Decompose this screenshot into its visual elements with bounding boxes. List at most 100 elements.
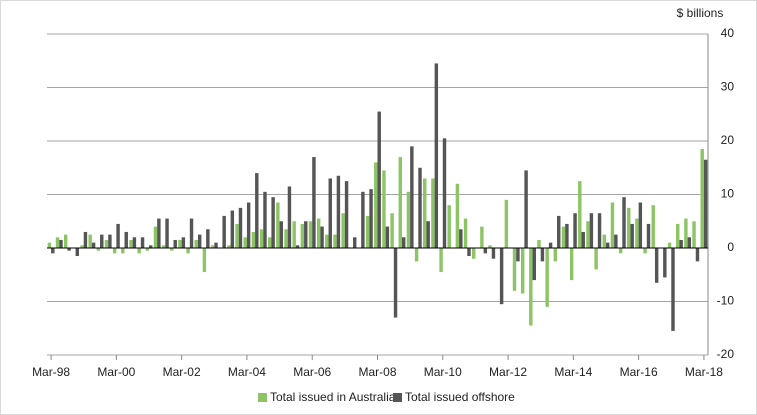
bar [320,226,324,248]
bar [67,248,71,251]
bar [96,248,101,251]
bar [132,237,137,248]
bar [116,223,120,248]
bar [287,186,292,248]
bar [112,248,117,254]
bar [651,205,655,248]
bar [178,239,182,248]
bar [276,202,280,248]
x-tick-label: Mar-10 [424,365,462,379]
bar [377,111,381,248]
bar [663,248,667,278]
x-tick-label: Mar-06 [293,365,331,379]
y-tick-label: 40 [721,26,735,40]
bar [491,248,496,259]
bar [279,221,284,248]
y-tick-label: -20 [717,347,735,361]
bar [263,191,267,248]
bar [206,229,210,248]
bar [202,248,207,273]
bar [365,215,370,248]
bar [121,248,125,254]
bar [610,202,615,248]
bar [80,245,84,248]
bar [471,248,476,259]
bar [654,248,659,283]
bar [589,213,594,248]
bar [75,248,79,257]
bar [581,231,585,248]
bar [679,239,683,248]
bar [235,223,239,248]
bar [59,239,63,248]
bar [328,178,332,248]
bar [537,239,541,248]
bar [149,245,153,248]
bar [304,221,308,248]
legend-swatch [258,393,267,402]
bar [63,234,68,248]
bar [336,175,341,248]
x-tick-label: Mar-98 [32,365,70,379]
bar [406,191,411,248]
bar [431,178,435,248]
y-tick-label: 20 [721,133,735,147]
bar [671,248,675,331]
bar [165,218,169,248]
bar [569,248,574,281]
bar [529,248,533,326]
bar [646,223,651,248]
bar [325,234,329,248]
bar [516,248,520,262]
bar [170,248,174,251]
bar [51,248,55,254]
bar [145,248,150,251]
bar [586,221,590,248]
bar [353,237,357,248]
x-tick-label: Mar-16 [620,365,658,379]
bar [622,197,626,248]
x-tick-label: Mar-02 [163,365,201,379]
bar [401,237,406,248]
bar [667,242,672,248]
legend-swatch [393,393,402,402]
bar [88,234,92,248]
bar [442,138,447,248]
bar [597,213,602,248]
bar [251,231,256,248]
bar [553,248,558,262]
bar [312,157,316,248]
bar [197,234,202,248]
bar [222,215,226,248]
bar [434,63,439,248]
bar [602,234,606,248]
bar [374,162,378,248]
bar [153,226,158,248]
bar [157,218,161,248]
bar [259,229,264,248]
bar [684,218,688,248]
bar [100,234,104,248]
bar [271,197,275,248]
bar [561,226,566,248]
bar [426,221,430,248]
y-tick-label: 10 [721,187,735,201]
bar [267,237,272,248]
bar [467,248,471,257]
y-axis-label: $ billions [677,6,724,20]
bar [512,248,517,291]
bar [703,159,708,248]
bar [284,229,288,248]
bar [124,231,128,248]
bar [578,181,582,248]
bar [382,170,386,248]
y-tick-label: 30 [721,80,735,94]
bar [439,248,443,273]
y-tick-label: 0 [727,240,734,254]
bar [418,167,422,248]
bar [295,245,300,248]
bar [333,234,337,248]
bar [463,218,468,248]
bar [83,231,88,248]
x-tick-label: Mar-18 [685,365,723,379]
